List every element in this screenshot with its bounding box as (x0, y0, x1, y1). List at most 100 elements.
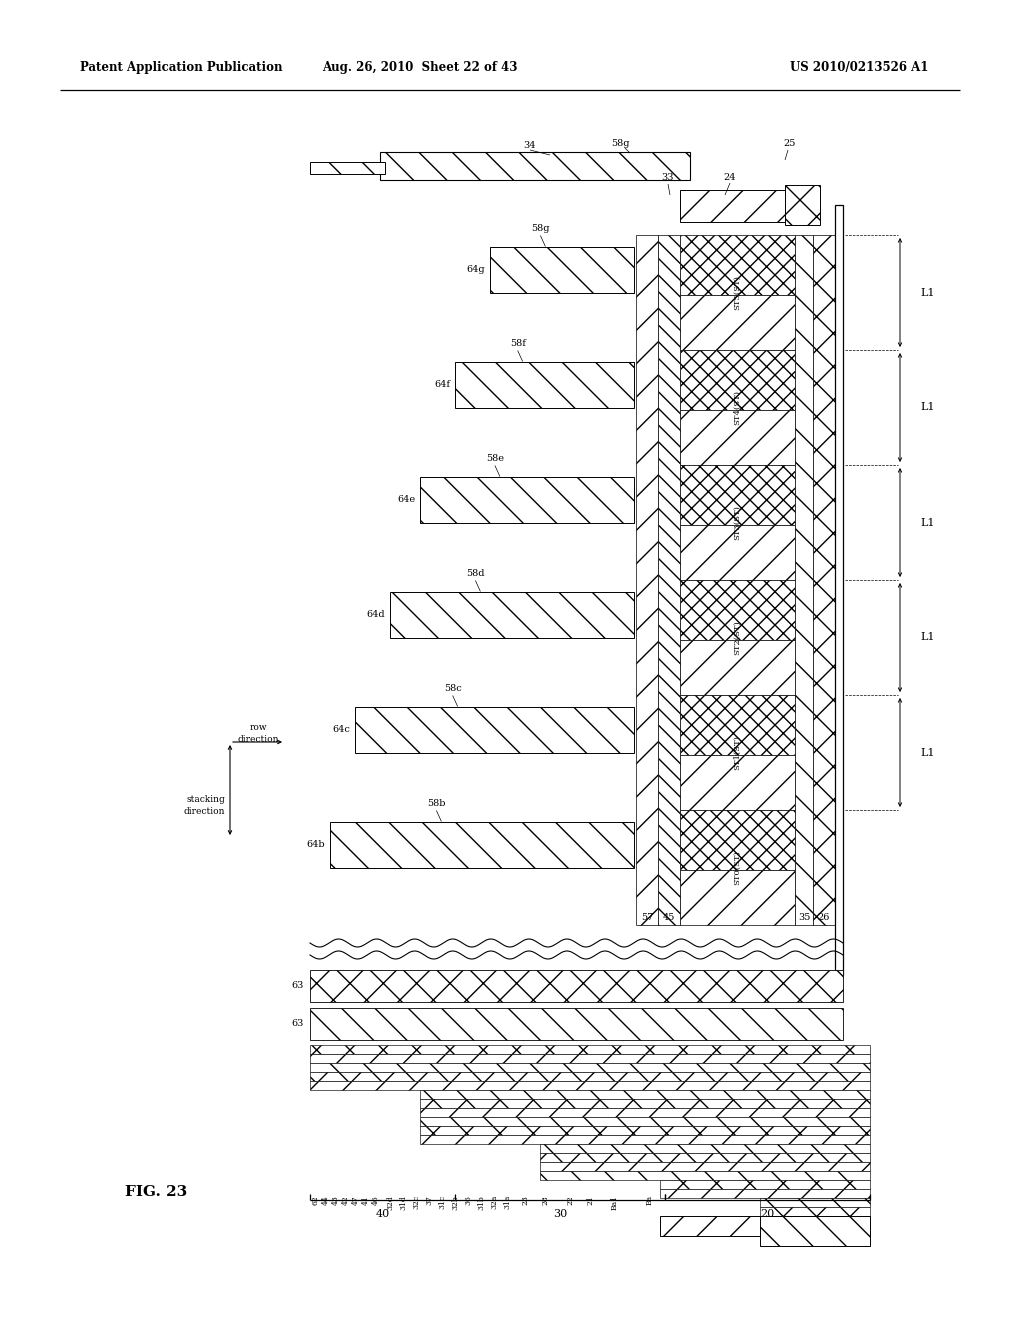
Text: 58e: 58e (486, 454, 504, 463)
Bar (420, 1117, 870, 1126)
Bar (330, 821, 634, 867)
Text: 62: 62 (312, 1195, 319, 1205)
Text: 63: 63 (292, 1019, 304, 1028)
Bar (680, 350, 795, 409)
Bar (355, 706, 634, 752)
Text: 64c: 64c (332, 725, 350, 734)
Text: 30: 30 (553, 1209, 567, 1218)
Bar (310, 1063, 870, 1072)
Bar (636, 235, 658, 925)
Text: ST0(ST): ST0(ST) (733, 850, 741, 884)
Text: 34: 34 (523, 140, 537, 149)
Text: Ba1: Ba1 (611, 1195, 618, 1210)
Bar (310, 162, 385, 174)
Text: 22: 22 (566, 1195, 574, 1205)
Text: L1: L1 (920, 517, 935, 528)
Bar (310, 1072, 870, 1081)
Bar (680, 810, 795, 870)
Text: row: row (249, 723, 267, 733)
Bar (540, 1171, 870, 1180)
Text: Ba: Ba (646, 1195, 654, 1205)
Bar (680, 579, 795, 640)
Bar (380, 152, 690, 180)
Text: 37: 37 (425, 1195, 433, 1205)
Bar (813, 235, 835, 925)
Bar (310, 1081, 870, 1090)
Text: 32a: 32a (490, 1195, 498, 1209)
Text: Aug. 26, 2010  Sheet 22 of 43: Aug. 26, 2010 Sheet 22 of 43 (323, 62, 518, 74)
Text: 64d: 64d (367, 610, 385, 619)
Bar (680, 465, 795, 525)
Text: ST2(ST): ST2(ST) (733, 620, 741, 655)
Text: 31c: 31c (438, 1195, 446, 1209)
Text: 24: 24 (724, 173, 736, 182)
Bar (680, 294, 795, 350)
Text: L1: L1 (920, 403, 935, 412)
Text: L1: L1 (920, 288, 935, 297)
Bar (680, 409, 795, 465)
Bar (420, 1090, 870, 1100)
Bar (310, 970, 843, 1002)
Text: 41: 41 (362, 1195, 370, 1205)
Text: 42: 42 (342, 1195, 350, 1205)
Text: 45: 45 (663, 913, 675, 923)
Bar (540, 1144, 870, 1152)
Text: 57: 57 (641, 913, 653, 923)
Bar (420, 477, 634, 523)
Text: 58c: 58c (443, 684, 462, 693)
Bar (760, 1206, 870, 1216)
Bar (760, 1199, 870, 1206)
Bar (680, 640, 795, 696)
Bar (310, 1053, 870, 1063)
Bar (660, 1216, 870, 1236)
Bar (390, 591, 634, 638)
Text: 63: 63 (292, 982, 304, 990)
Text: FIG. 23: FIG. 23 (125, 1185, 187, 1199)
Text: 58f: 58f (510, 339, 525, 348)
Bar (540, 1162, 870, 1171)
Text: 58g: 58g (531, 224, 550, 234)
Bar (660, 1189, 870, 1199)
Text: Patent Application Publication: Patent Application Publication (80, 62, 283, 74)
Text: 32d: 32d (386, 1195, 394, 1209)
Text: 31a: 31a (503, 1195, 511, 1209)
Bar (680, 235, 795, 294)
Bar (658, 235, 680, 925)
Bar (310, 1045, 870, 1053)
Text: 64g: 64g (466, 265, 485, 275)
Bar (420, 1135, 870, 1144)
Bar (680, 755, 795, 810)
Bar (680, 190, 785, 222)
Bar (760, 1216, 870, 1246)
Text: L1: L1 (920, 632, 935, 643)
Text: 25: 25 (783, 139, 797, 148)
Text: 58b: 58b (427, 799, 445, 808)
Text: 33: 33 (662, 173, 674, 182)
Bar (420, 1100, 870, 1107)
Text: 36: 36 (464, 1195, 472, 1205)
Text: 44: 44 (322, 1195, 330, 1205)
Bar (540, 1152, 870, 1162)
Text: L1: L1 (920, 747, 935, 758)
Text: 43: 43 (332, 1195, 340, 1205)
Bar (420, 1126, 870, 1135)
Bar (490, 247, 634, 293)
Text: 58d: 58d (466, 569, 484, 578)
Text: 32b: 32b (451, 1195, 459, 1209)
Bar (420, 1107, 870, 1117)
Text: 31d: 31d (399, 1195, 407, 1209)
Text: ST5(ST): ST5(ST) (733, 275, 741, 310)
Bar (680, 696, 795, 755)
Text: ST4(ST): ST4(ST) (733, 389, 741, 425)
Text: 64e: 64e (397, 495, 415, 504)
Bar (680, 525, 795, 579)
Bar (795, 235, 813, 925)
Bar (660, 1180, 870, 1189)
Bar (680, 870, 795, 925)
Text: 31b: 31b (477, 1195, 485, 1209)
Bar (455, 362, 634, 408)
Text: 64b: 64b (306, 840, 325, 849)
Text: US 2010/0213526 A1: US 2010/0213526 A1 (790, 62, 929, 74)
Text: direction: direction (183, 808, 225, 817)
Text: 23: 23 (521, 1195, 529, 1205)
